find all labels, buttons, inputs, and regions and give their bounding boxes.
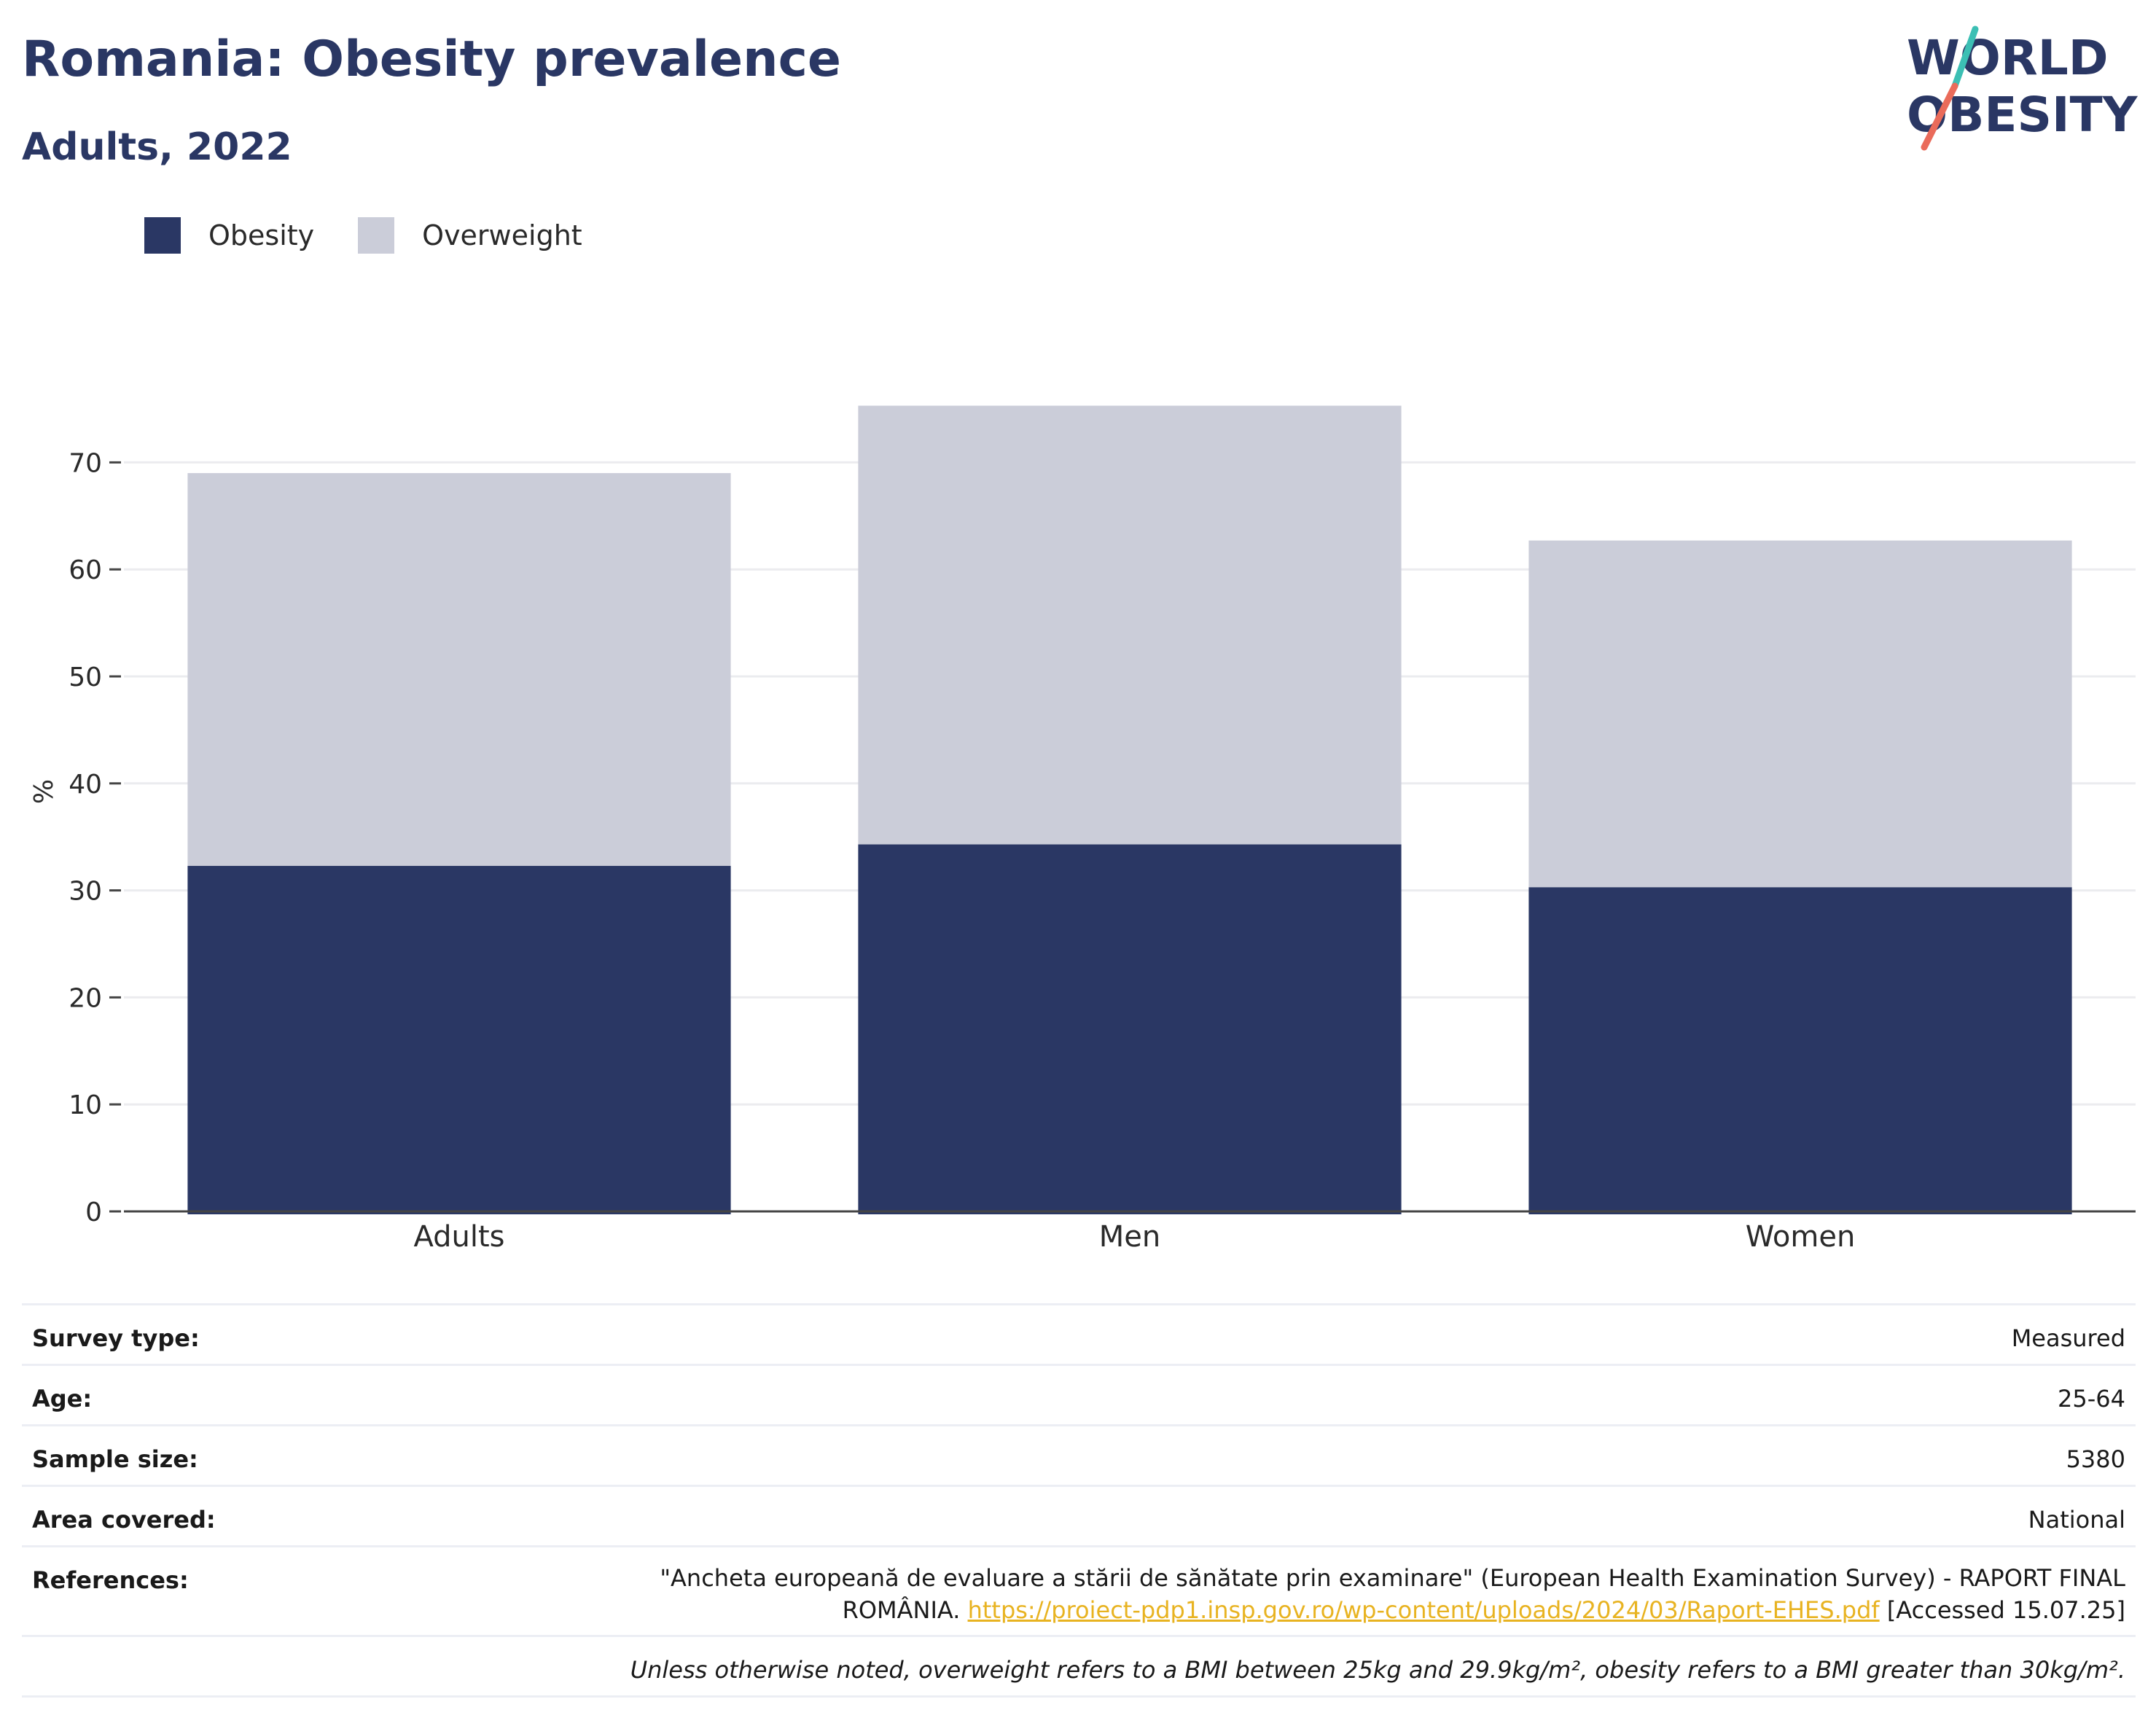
logo-line-obesity: OBESITY bbox=[1907, 87, 2139, 143]
world-obesity-logo: WORLD OBESITY bbox=[1907, 26, 2139, 151]
bars bbox=[187, 405, 2072, 1214]
y-tick-label-60: 60 bbox=[69, 555, 102, 585]
legend-item-obesity: Obesity bbox=[144, 217, 314, 254]
bar-overweight-men[interactable] bbox=[858, 405, 1402, 845]
legend-item-overweight: Overweight bbox=[358, 217, 582, 254]
references-text-1: "Ancheta europeană de evaluare a stării … bbox=[660, 1564, 2125, 1592]
y-tick-label-40: 40 bbox=[69, 770, 102, 800]
survey-info-table: Survey type: Measured Age: 25-64 Sample … bbox=[22, 1303, 2136, 1698]
area-label: Area covered: bbox=[32, 1506, 216, 1534]
chart-subtitle: Adults, 2022 bbox=[22, 125, 292, 169]
legend-swatch-obesity bbox=[144, 217, 181, 254]
y-tick-label-70: 70 bbox=[69, 448, 102, 478]
references-text-3: [Accessed 15.07.25] bbox=[1879, 1596, 2125, 1624]
bar-overweight-adults[interactable] bbox=[187, 473, 731, 866]
x-tick-label-women: Women bbox=[1746, 1220, 1856, 1254]
bar-overweight-women[interactable] bbox=[1528, 540, 2072, 888]
x-tick-label-adults: Adults bbox=[413, 1220, 504, 1254]
y-tick-label-30: 30 bbox=[69, 877, 102, 907]
y-axis-ticks: 0 10 20 30 40 50 60 70 bbox=[69, 448, 121, 1227]
y-tick-label-20: 20 bbox=[69, 983, 102, 1013]
y-axis-label: % bbox=[29, 779, 59, 804]
bar-obesity-adults[interactable] bbox=[187, 865, 731, 1214]
chart-title: Romania: Obesity prevalence bbox=[22, 31, 841, 88]
info-row-survey-type: Survey type: Measured bbox=[22, 1303, 2136, 1364]
sample-size-value: 5380 bbox=[2066, 1445, 2125, 1473]
logo-line-world: WORLD bbox=[1907, 30, 2109, 86]
legend-label-obesity: Obesity bbox=[208, 219, 315, 251]
bar-obesity-men[interactable] bbox=[858, 844, 1402, 1214]
references-text-2: ROMÂNIA. bbox=[842, 1596, 968, 1624]
survey-type-value: Measured bbox=[2011, 1324, 2125, 1352]
x-axis-ticks: Adults Men Women bbox=[124, 1210, 2136, 1254]
references-label: References: bbox=[32, 1566, 189, 1594]
info-row-sample-size: Sample size: 5380 bbox=[22, 1424, 2136, 1485]
y-tick-label-0: 0 bbox=[85, 1198, 102, 1227]
info-row-age: Age: 25-64 bbox=[22, 1364, 2136, 1424]
chart-legend: Obesity Overweight bbox=[144, 217, 626, 254]
info-row-note: Unless otherwise noted, overweight refer… bbox=[22, 1635, 2136, 1698]
age-label: Age: bbox=[32, 1385, 93, 1413]
area-value: National bbox=[2028, 1506, 2125, 1534]
legend-label-overweight: Overweight bbox=[422, 219, 582, 251]
references-value: "Ancheta europeană de evaluare a stării … bbox=[660, 1547, 2125, 1635]
stacked-bar-chart: 0 10 20 30 40 50 60 70 Adults Men Women % bbox=[29, 405, 2136, 1254]
references-link[interactable]: https://proiect-pdp1.insp.gov.ro/wp-cont… bbox=[967, 1596, 1880, 1624]
x-tick-label-men: Men bbox=[1099, 1220, 1160, 1254]
age-value: 25-64 bbox=[2058, 1385, 2125, 1413]
survey-type-label: Survey type: bbox=[32, 1324, 200, 1352]
bar-obesity-women[interactable] bbox=[1528, 887, 2072, 1214]
y-tick-label-10: 10 bbox=[69, 1090, 102, 1120]
info-row-references: References: "Ancheta europeană de evalua… bbox=[22, 1545, 2136, 1635]
info-row-area: Area covered: National bbox=[22, 1485, 2136, 1545]
sample-size-label: Sample size: bbox=[32, 1445, 198, 1473]
bmi-note: Unless otherwise noted, overweight refer… bbox=[630, 1656, 2125, 1684]
y-tick-label-50: 50 bbox=[69, 663, 102, 692]
legend-swatch-overweight bbox=[358, 217, 395, 254]
